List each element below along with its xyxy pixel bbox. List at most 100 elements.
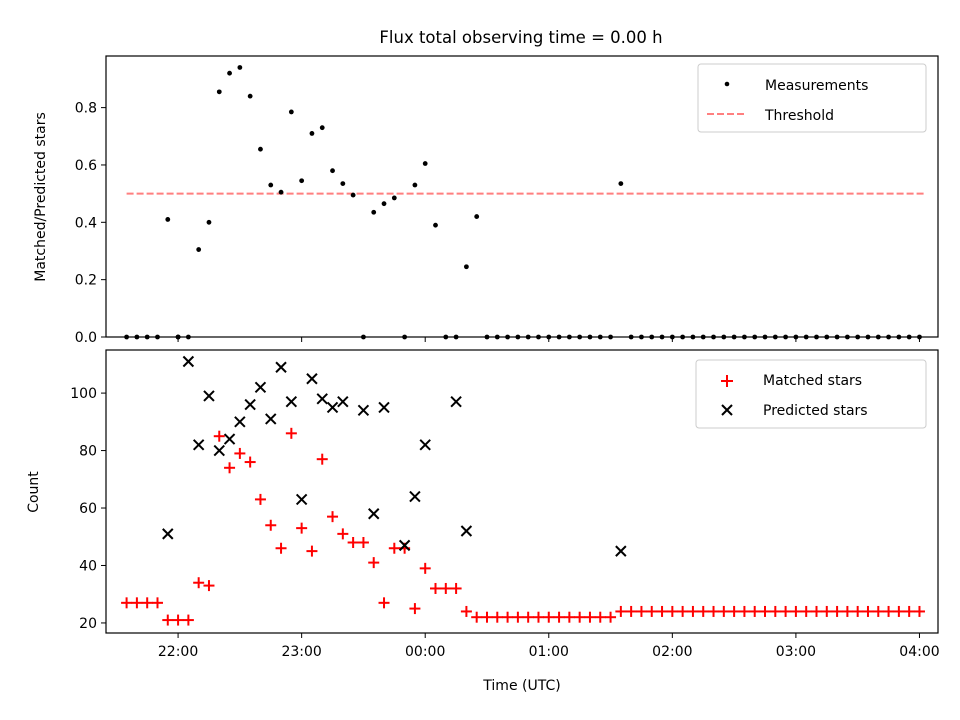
matched-star-point bbox=[666, 605, 678, 617]
predicted-star-point bbox=[398, 539, 411, 552]
matched-star-point bbox=[543, 611, 555, 623]
matched-star-point bbox=[728, 605, 740, 617]
legend-predicted-label: Predicted stars bbox=[763, 403, 868, 419]
x-tick-label: 22:00 bbox=[158, 644, 198, 660]
measurement-point bbox=[206, 219, 212, 225]
count-axes-frame bbox=[105, 349, 939, 634]
predicted-star-point bbox=[213, 444, 225, 457]
matched-star-point bbox=[862, 605, 874, 617]
matched-star-point bbox=[769, 605, 781, 617]
ratio-y-tick-label: 0.2 bbox=[75, 273, 97, 289]
matched-star-point bbox=[316, 453, 328, 465]
matched-star-point bbox=[594, 611, 606, 623]
predicted-star-point bbox=[326, 401, 339, 414]
predicted-star-point bbox=[409, 490, 421, 503]
count-x-ticks: 22:00 23:00 00:00 01:00 02:00 03:00 04:00 bbox=[158, 633, 940, 660]
matched-star-point bbox=[337, 528, 349, 540]
matched-star-point bbox=[903, 605, 915, 617]
x-tick-label: 00:00 bbox=[405, 644, 445, 660]
matched-star-point bbox=[831, 605, 843, 617]
count-y-tick-label: 20 bbox=[79, 616, 97, 632]
matched-star-point bbox=[409, 603, 421, 615]
matched-star-point bbox=[357, 536, 369, 548]
matched-star-point bbox=[615, 605, 627, 617]
predicted-star-point bbox=[254, 381, 267, 394]
predicted-star-point bbox=[182, 355, 195, 368]
matched-star-point bbox=[481, 611, 493, 623]
measurement-point bbox=[319, 125, 325, 131]
measurement-point bbox=[258, 146, 263, 152]
count-y-ticks: 20 40 60 80 100 bbox=[70, 386, 106, 632]
x-axis-label: Time (UTC) bbox=[482, 678, 560, 694]
predicted-star-point bbox=[378, 401, 390, 414]
measurement-point bbox=[268, 182, 274, 188]
x-tick-label: 04:00 bbox=[899, 644, 939, 660]
matched-star-point bbox=[265, 519, 277, 531]
matched-stars-points bbox=[121, 427, 925, 626]
matched-star-point bbox=[810, 605, 822, 617]
measurement-point bbox=[381, 201, 387, 207]
matched-star-point bbox=[553, 611, 565, 623]
matched-star-point bbox=[502, 611, 514, 623]
measurement-point bbox=[227, 70, 232, 76]
predicted-star-point bbox=[162, 528, 174, 540]
predicted-star-point bbox=[337, 396, 349, 408]
predicted-star-point bbox=[295, 493, 308, 506]
matched-star-point bbox=[440, 582, 452, 594]
predicted-star-point bbox=[244, 398, 256, 411]
matched-star-point bbox=[738, 605, 750, 617]
matched-star-point bbox=[491, 611, 503, 623]
count-y-tick-label: 40 bbox=[79, 558, 97, 574]
legend-measurements-label: Measurements bbox=[765, 78, 868, 94]
matched-star-point bbox=[687, 605, 699, 617]
measurement-point bbox=[237, 65, 243, 70]
measurement-point bbox=[422, 161, 428, 166]
measurement-point bbox=[433, 222, 438, 228]
matched-star-point bbox=[635, 605, 647, 617]
count-legend: Matched stars Predicted stars bbox=[695, 359, 927, 429]
predicted-star-point bbox=[450, 396, 462, 408]
ratio-y-tick-label: 0.4 bbox=[75, 215, 97, 231]
predicted-star-point bbox=[357, 404, 370, 417]
count-y-tick-label: 100 bbox=[70, 386, 97, 402]
predicted-star-point bbox=[316, 393, 328, 405]
matched-star-point bbox=[841, 605, 853, 617]
ratio-x-tick-marks bbox=[177, 337, 920, 342]
measurement-point bbox=[340, 181, 346, 186]
matched-star-point bbox=[677, 605, 689, 617]
matched-star-point bbox=[522, 611, 534, 623]
matched-star-point bbox=[872, 605, 884, 617]
matched-star-point bbox=[172, 614, 184, 626]
predicted-star-point bbox=[368, 508, 380, 520]
ratio-legend-box bbox=[697, 63, 927, 133]
matched-star-point bbox=[749, 605, 761, 617]
measurement-point bbox=[247, 93, 253, 99]
matched-star-point bbox=[584, 611, 596, 623]
ratio-legend: Measurements Threshold bbox=[697, 63, 927, 133]
matched-star-point bbox=[285, 427, 297, 439]
measurement-point bbox=[371, 209, 377, 215]
ratio-y-axis-label: Matched/Predicted stars bbox=[33, 112, 49, 282]
ratio-y-tick-label: 0.6 bbox=[75, 158, 97, 174]
chart-title: Flux total observing time = 0.00 h bbox=[379, 28, 662, 47]
ratio-axes-frame bbox=[105, 55, 939, 338]
matched-star-point bbox=[151, 597, 163, 609]
matched-star-point bbox=[296, 522, 308, 534]
matched-star-point bbox=[759, 605, 771, 617]
matched-star-point bbox=[378, 597, 390, 609]
measurement-point bbox=[288, 109, 294, 115]
matched-star-point bbox=[162, 614, 174, 626]
matched-star-point bbox=[244, 456, 256, 468]
matched-star-point bbox=[306, 545, 318, 557]
predicted-star-point bbox=[203, 390, 215, 402]
matched-star-point bbox=[254, 493, 266, 505]
matched-star-point bbox=[646, 605, 658, 617]
matched-star-point bbox=[327, 511, 339, 523]
count-y-tick-label: 60 bbox=[79, 501, 97, 517]
x-tick-label: 02:00 bbox=[652, 644, 692, 660]
matched-star-point bbox=[883, 605, 895, 617]
matched-star-point bbox=[913, 605, 925, 617]
ratio-y-tick-label: 0.0 bbox=[75, 330, 97, 346]
measurement-point bbox=[350, 192, 356, 198]
matched-star-point bbox=[430, 582, 442, 594]
